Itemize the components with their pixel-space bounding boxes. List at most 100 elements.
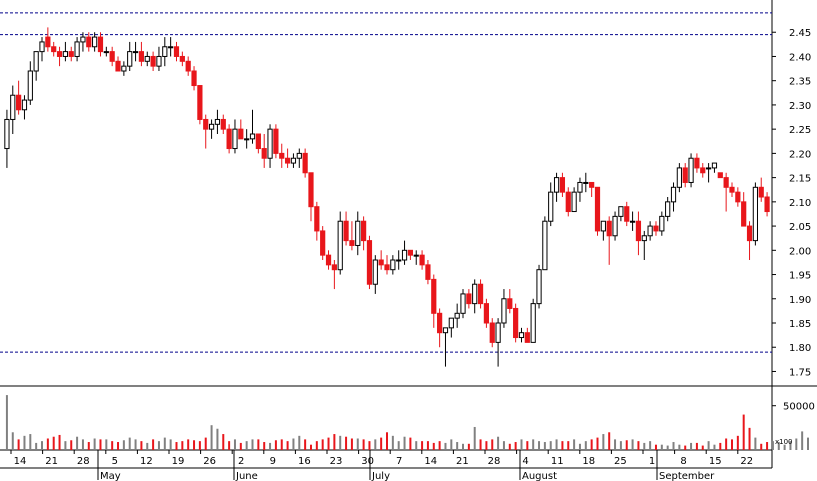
volume-tick-label: 50000 — [783, 402, 815, 413]
day-tick-label: 18 — [582, 456, 595, 467]
candle-body — [127, 51, 133, 67]
candle-body — [208, 123, 215, 130]
candle-body — [758, 186, 764, 198]
candle-body — [162, 46, 168, 57]
candle-body — [752, 186, 758, 242]
candle-body — [191, 70, 197, 87]
day-tick-label: 2 — [238, 456, 244, 467]
price-tick-label: 2.30 — [789, 101, 811, 112]
day-tick-label: 25 — [614, 456, 627, 467]
day-tick-label: 19 — [172, 456, 185, 467]
day-tick-label: 4 — [522, 456, 528, 467]
candle-body — [168, 46, 174, 49]
candle-body — [676, 167, 682, 188]
candle-body — [548, 191, 554, 222]
candle-body — [688, 157, 694, 183]
candle-body — [454, 312, 460, 319]
day-tick-label: 1 — [649, 456, 655, 467]
candle-body — [92, 36, 98, 48]
candle-body — [144, 55, 150, 62]
candle-body — [16, 94, 22, 111]
day-tick-label: 15 — [709, 456, 722, 467]
day-tick-label: 9 — [270, 456, 276, 467]
candle-body — [378, 259, 384, 266]
candle-body — [723, 177, 729, 188]
candle-body — [477, 283, 484, 305]
candle-body — [600, 220, 606, 232]
candle-body — [384, 264, 390, 271]
candle-body — [653, 225, 659, 232]
candle-body — [559, 177, 566, 193]
candle-body — [267, 128, 273, 159]
candle-body — [507, 298, 513, 309]
candle-body — [396, 259, 402, 262]
candle-body — [431, 278, 437, 314]
candle-body — [413, 254, 419, 257]
candle-body — [302, 152, 308, 174]
month-label: September — [659, 471, 715, 481]
day-tick-label: 14 — [14, 456, 27, 467]
candle-body — [284, 157, 291, 164]
candle-body — [425, 264, 431, 280]
price-tick-label: 1.85 — [789, 319, 811, 330]
candle-body — [647, 225, 653, 237]
month-label: May — [100, 471, 121, 481]
volume-unit-label: x100 — [775, 438, 793, 446]
candle-body — [372, 259, 378, 285]
candle-body — [220, 118, 226, 130]
candle-body — [325, 254, 332, 266]
candle-body — [337, 220, 343, 271]
candle-body — [273, 128, 279, 154]
candle-body — [62, 51, 69, 57]
candle-body — [729, 186, 735, 193]
price-tick-label: 2.45 — [789, 28, 811, 39]
candle-body — [33, 51, 39, 72]
candle-body — [635, 220, 642, 242]
candle-body — [694, 157, 700, 169]
candle-body — [290, 157, 297, 164]
candle-body — [741, 201, 747, 227]
candle-body — [296, 152, 302, 159]
candle-body — [466, 293, 472, 305]
candle-body — [132, 51, 139, 54]
candle-body — [530, 303, 536, 343]
candle-body — [489, 322, 495, 343]
candle-body — [553, 177, 560, 193]
candle-body — [314, 206, 320, 232]
candle-body — [103, 51, 109, 54]
candle-body — [536, 269, 542, 305]
candle-body — [156, 55, 162, 67]
candle-body — [524, 332, 530, 343]
candle-body — [577, 181, 583, 193]
candle-body — [27, 70, 33, 101]
day-tick-label: 28 — [488, 456, 501, 467]
candle-body — [173, 46, 180, 57]
candle-body — [51, 46, 57, 53]
candle-body — [437, 312, 443, 334]
candle-body — [308, 172, 314, 208]
price-tick-label: 2.40 — [789, 52, 811, 63]
candle-body — [214, 118, 221, 125]
candle-body — [583, 181, 589, 184]
candle-body — [244, 138, 250, 141]
price-tick-label: 2.20 — [789, 149, 811, 160]
candle-body — [331, 264, 337, 271]
month-label: July — [371, 471, 390, 481]
candle-body — [606, 220, 612, 237]
candle-body — [711, 162, 718, 169]
candle-body — [10, 94, 16, 120]
day-tick-label: 11 — [551, 456, 564, 467]
candle-body — [226, 128, 232, 150]
candle-body — [320, 230, 326, 256]
candle-body — [501, 298, 507, 324]
candle-body — [624, 206, 630, 222]
candle-body — [355, 220, 361, 246]
candle-body — [495, 322, 501, 343]
candle-body — [86, 36, 92, 48]
price-axis: 2.45 2.40 2.35 2.30 2.25 2.20 2.15 2.10 2.05 2.00… — [772, 28, 811, 378]
volume-series — [5, 395, 810, 450]
month-label: June — [235, 471, 258, 481]
date-axis: 14 21 28 5 12 19 26 2 9 16 23 30 7 14 21 28 4 11 18 25 1 8 15 2… — [10, 450, 753, 481]
day-tick-label: 16 — [298, 456, 311, 467]
